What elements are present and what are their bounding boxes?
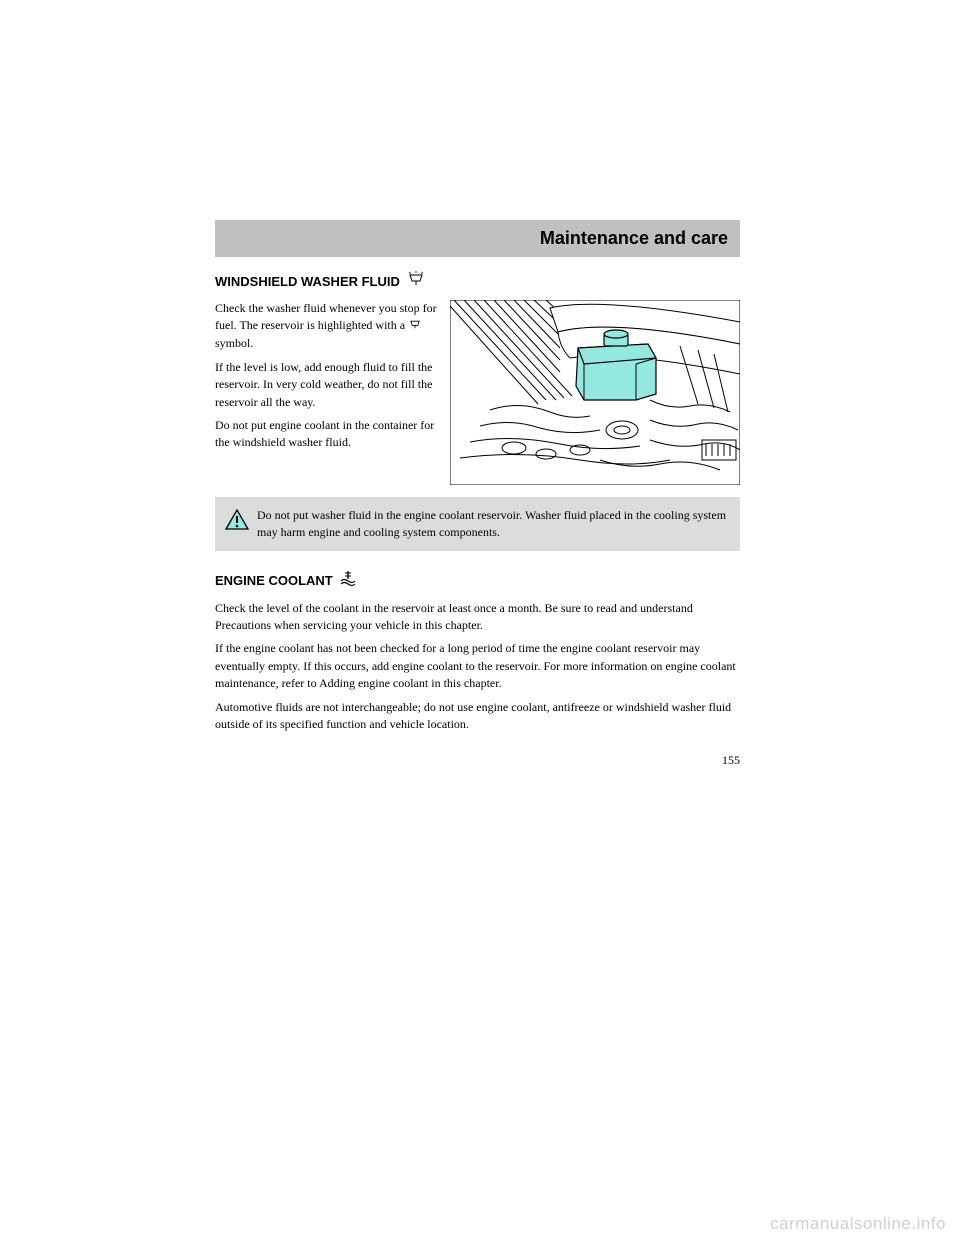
- watermark: carmanualsonline.info: [770, 1214, 946, 1234]
- washer-para4: Do not put engine coolant in the contain…: [215, 417, 440, 452]
- coolant-section-heading: ENGINE COOLANT: [215, 569, 740, 592]
- washer-text-column: Check the washer fluid whenever you stop…: [215, 300, 440, 485]
- coolant-title: ENGINE COOLANT: [215, 573, 333, 588]
- washer-para2: symbol.: [215, 336, 253, 350]
- warning-text: Do not put washer fluid in the engine co…: [257, 507, 728, 541]
- coolant-section: ENGINE COOLANT Check the level of the co…: [215, 569, 740, 734]
- washer-body: Check the washer fluid whenever you stop…: [215, 300, 740, 485]
- washer-section-heading: WINDSHIELD WASHER FLUID: [215, 271, 740, 292]
- washer-title: WINDSHIELD WASHER FLUID: [215, 274, 400, 289]
- section-header: Maintenance and care: [215, 220, 740, 257]
- coolant-para3: Automotive fluids are not interchangeabl…: [215, 699, 740, 734]
- warning-icon: [225, 509, 249, 536]
- engine-diagram: [450, 300, 740, 485]
- page-number: 155: [215, 753, 740, 768]
- washer-para1: Check the washer fluid whenever you stop…: [215, 301, 437, 332]
- coolant-para2: If the engine coolant has not been check…: [215, 640, 740, 692]
- header-title: Maintenance and care: [540, 228, 728, 248]
- coolant-icon: [339, 569, 357, 592]
- warning-box: Do not put washer fluid in the engine co…: [215, 497, 740, 551]
- coolant-text: Check the level of the coolant in the re…: [215, 600, 740, 734]
- washer-inline-icon: [408, 318, 422, 335]
- coolant-para1: Check the level of the coolant in the re…: [215, 600, 740, 635]
- washer-para3: If the level is low, add enough fluid to…: [215, 359, 440, 411]
- washer-fluid-icon: [406, 271, 426, 292]
